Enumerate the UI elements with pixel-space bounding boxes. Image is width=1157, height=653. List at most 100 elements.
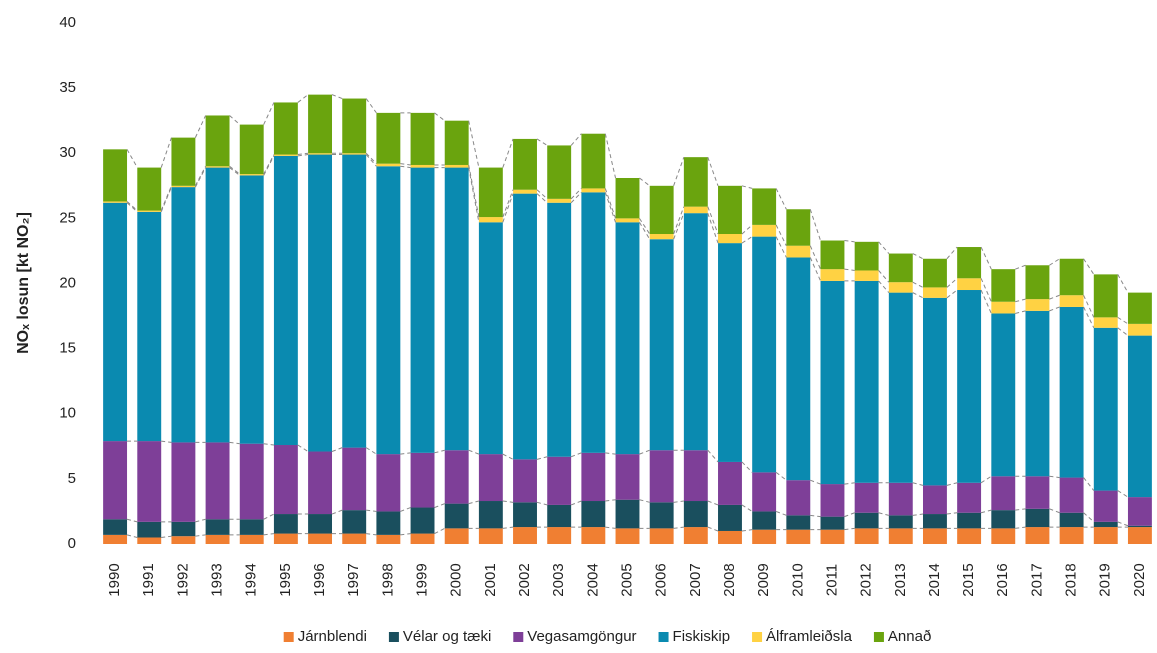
bar-segment (103, 534, 128, 544)
bar-segment (205, 167, 230, 443)
bar-segment (1059, 295, 1084, 307)
bar-segment (957, 482, 982, 513)
bar-segment (922, 297, 947, 486)
bar-segment (1025, 508, 1050, 528)
bar-segment (820, 516, 845, 530)
bar-segment (786, 257, 811, 481)
x-tick-label: 1995 (277, 563, 294, 596)
bar-segment (649, 528, 674, 544)
legend-label: Álframleiðsla (766, 628, 853, 645)
bar-segment (718, 504, 742, 531)
bar-segment (137, 537, 162, 544)
x-tick-label: 1991 (140, 563, 157, 596)
bar-segment (1093, 490, 1118, 522)
bar-segment (683, 213, 708, 451)
bar-segment (649, 239, 674, 451)
x-tick-label: 1998 (379, 563, 396, 596)
bar-segment (547, 504, 572, 528)
bar-segment (854, 280, 879, 483)
bar-segment (888, 482, 913, 516)
x-tick-label: 2009 (755, 563, 772, 596)
bar-segment (718, 461, 742, 505)
bar-segment (615, 177, 640, 219)
y-tick-label: 35 (59, 79, 76, 96)
bar-segment (1093, 527, 1118, 544)
bar-segment (342, 154, 367, 448)
bar-segment (888, 292, 913, 483)
x-tick-label: 2004 (584, 563, 601, 596)
bar-segment (171, 187, 196, 443)
bar-segment (1093, 317, 1118, 328)
legend-label: Vegasamgöngur (527, 628, 636, 645)
x-tick-label: 2017 (1028, 563, 1045, 596)
x-tick-label: 2018 (1063, 563, 1080, 596)
bar-segment (342, 153, 367, 155)
bar-segment (137, 210, 162, 212)
bar-segment (820, 529, 845, 544)
bar-segment (957, 512, 982, 529)
bar-segment (103, 202, 128, 442)
bar-segment (205, 166, 230, 168)
bar-segment (1059, 258, 1084, 296)
legend: Járnblendi Vélar og tæki Vegasamgöngur Fisk… (283, 628, 931, 645)
x-tick-label: 2011 (823, 564, 840, 596)
bar-segment (376, 163, 401, 167)
x-tick-label: 2003 (550, 563, 567, 596)
bar-segment (239, 175, 264, 444)
x-tick-label: 2013 (892, 563, 909, 596)
bar-segment (615, 528, 640, 544)
bar-segment (342, 98, 367, 154)
bar-segment (581, 452, 606, 502)
x-tick-label: 1999 (414, 563, 431, 596)
bar-segment (1127, 292, 1152, 324)
bar-segment (205, 115, 230, 167)
bar-segment (752, 236, 777, 473)
bar-segment (547, 456, 572, 505)
bar-segment (444, 528, 469, 544)
legend-swatch (388, 632, 399, 642)
bar-segment (171, 137, 196, 186)
bar-segment (1059, 512, 1084, 528)
bar-segment (991, 301, 1016, 314)
bar-segment (444, 450, 469, 504)
bar-segment (478, 217, 503, 223)
bar-segment (649, 450, 674, 503)
bar-segment (1127, 527, 1152, 544)
legend-label: Vélar og tæki (403, 628, 491, 645)
bar-segment (752, 224, 777, 237)
bar-segment (615, 218, 640, 223)
bar-segment (410, 167, 435, 453)
bar-segment (308, 451, 333, 515)
x-tick-label: 1993 (209, 563, 226, 596)
bar-segment (103, 149, 128, 202)
bar-segment (1127, 335, 1152, 498)
bar-segment (205, 519, 230, 535)
bar-segment (957, 278, 982, 291)
bar-segment (854, 482, 879, 513)
bar-segment (1025, 310, 1050, 477)
bar-segment (786, 245, 811, 258)
bar-segment (1025, 527, 1050, 544)
bar-segment (854, 528, 879, 544)
y-tick-label: 30 (59, 144, 76, 161)
bar-segment (137, 521, 162, 538)
x-tick-label: 2016 (994, 563, 1011, 596)
bar-segment (615, 499, 640, 529)
bar-segment (1127, 323, 1152, 336)
bar-segment (854, 241, 879, 271)
bar-segment (273, 533, 298, 544)
bar-segment (581, 192, 606, 453)
x-tick-label: 2001 (482, 563, 499, 596)
legend-label: Annað (888, 628, 931, 645)
bar-segment (342, 510, 367, 534)
bar-segment (1025, 299, 1050, 311)
bar-segment (888, 282, 913, 293)
x-tick-label: 2014 (926, 563, 943, 596)
x-tick-label: 2010 (789, 563, 806, 596)
bar-segment (991, 476, 1016, 511)
bar-segment (1025, 265, 1050, 300)
bar-segment (683, 501, 708, 528)
x-tick-label: 2002 (516, 563, 533, 596)
bar-segment (513, 138, 537, 190)
